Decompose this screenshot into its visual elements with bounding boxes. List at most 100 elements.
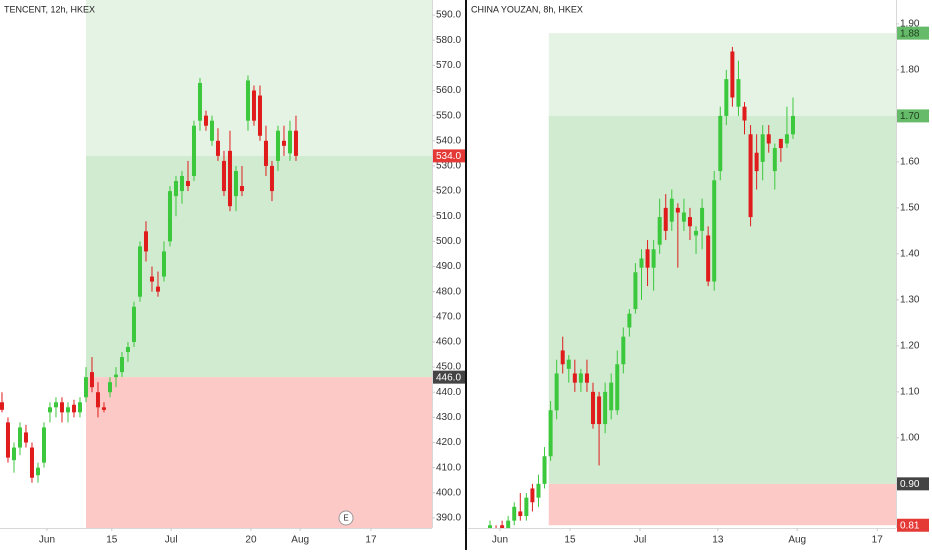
candle-body bbox=[663, 207, 668, 231]
candle-body bbox=[203, 115, 208, 126]
event-marker-label[interactable]: E bbox=[343, 514, 348, 523]
candle-body bbox=[5, 422, 10, 458]
candle-body bbox=[790, 115, 795, 135]
y-tick-label: 500.0 bbox=[436, 236, 461, 247]
price-label: 446.0 bbox=[436, 372, 461, 383]
x-tick-label: 13 bbox=[712, 535, 724, 546]
candle-body bbox=[11, 447, 16, 461]
candle-body bbox=[530, 488, 535, 503]
candle-body bbox=[101, 407, 106, 410]
candle-body bbox=[712, 180, 717, 282]
chart-title: CHINA YOUZAN, 8h, HKEX bbox=[471, 4, 583, 14]
y-tick-label: 540.0 bbox=[436, 135, 461, 146]
y-tick-label: 580.0 bbox=[436, 35, 461, 46]
candle-body bbox=[633, 272, 638, 310]
y-tick-label: 410.0 bbox=[436, 462, 461, 473]
candle-body bbox=[609, 382, 614, 411]
y-tick-label: 470.0 bbox=[436, 311, 461, 322]
candle-body bbox=[694, 230, 699, 236]
x-tick-label: Aug bbox=[788, 535, 806, 546]
candle-body bbox=[718, 115, 723, 172]
candle-body bbox=[542, 456, 547, 484]
plot-area bbox=[0, 0, 432, 528]
y-tick-label: 510.0 bbox=[436, 211, 461, 222]
candle-body bbox=[724, 79, 729, 116]
candle-body bbox=[137, 246, 142, 297]
candle-body bbox=[621, 336, 626, 365]
candle-body bbox=[645, 249, 650, 268]
x-tick-label: Jul bbox=[165, 535, 178, 546]
candle-body bbox=[566, 359, 571, 369]
y-tick-label: 530.0 bbox=[436, 161, 461, 172]
y-tick-label: 390.0 bbox=[436, 513, 461, 524]
candle-body bbox=[173, 181, 178, 197]
candle-body bbox=[584, 373, 589, 383]
y-tick-label: 1.40 bbox=[900, 249, 920, 260]
candle-body bbox=[615, 364, 620, 411]
candle-body bbox=[730, 51, 735, 98]
candle-body bbox=[251, 90, 256, 121]
y-tick-label: 590.0 bbox=[436, 10, 461, 21]
candle-body bbox=[275, 130, 280, 161]
price-label-box bbox=[897, 26, 929, 40]
x-tick-label: 17 bbox=[872, 535, 884, 546]
price-label-box bbox=[433, 149, 465, 163]
candle-body bbox=[548, 410, 553, 457]
candle-body bbox=[131, 306, 136, 342]
candle-body bbox=[572, 373, 577, 383]
candle-body bbox=[95, 392, 100, 408]
candle-body bbox=[687, 217, 692, 227]
price-label: 0.81 bbox=[900, 520, 920, 531]
y-tick-label: 1.20 bbox=[900, 341, 920, 352]
price-label-box bbox=[433, 370, 465, 384]
chart-title: TENCENT, 12h, HKEX bbox=[4, 4, 95, 14]
price-label-box bbox=[897, 477, 929, 491]
y-tick-label: 1.00 bbox=[900, 432, 920, 443]
candle-body bbox=[65, 407, 70, 413]
candle-body bbox=[784, 134, 789, 144]
candle-body bbox=[47, 407, 52, 413]
candle-body bbox=[591, 391, 596, 425]
candle-body bbox=[83, 377, 88, 398]
y-tick-label: 420.0 bbox=[436, 437, 461, 448]
candle-body bbox=[209, 120, 214, 141]
candle-body bbox=[0, 402, 4, 410]
candle-body bbox=[524, 497, 529, 517]
x-tick-label: 17 bbox=[365, 535, 377, 546]
candle-body bbox=[772, 148, 777, 172]
candle-body bbox=[59, 402, 64, 413]
candle-body bbox=[657, 217, 662, 245]
x-tick-label: 20 bbox=[245, 535, 257, 546]
candle-body bbox=[293, 130, 298, 156]
candle-body bbox=[578, 373, 583, 383]
candle-body bbox=[215, 140, 220, 156]
candle-body bbox=[560, 350, 565, 365]
candle-body bbox=[71, 404, 76, 413]
candle-body bbox=[53, 402, 58, 408]
y-tick-label: 1.50 bbox=[900, 203, 920, 214]
y-tick-label: 460.0 bbox=[436, 337, 461, 348]
x-tick-label: Jul bbox=[634, 535, 647, 546]
y-tick-label: 440.0 bbox=[436, 387, 461, 398]
candle-body bbox=[233, 170, 238, 197]
candle-body bbox=[597, 396, 602, 425]
candle-body bbox=[245, 80, 250, 121]
y-tick-label: 430.0 bbox=[436, 412, 461, 423]
x-tick-label: 15 bbox=[106, 535, 118, 546]
candle-body bbox=[518, 511, 523, 517]
candle-body bbox=[263, 140, 268, 166]
candle-body bbox=[197, 82, 202, 121]
candle-body bbox=[760, 134, 765, 162]
candle-body bbox=[29, 447, 34, 478]
event-marker[interactable] bbox=[338, 510, 354, 526]
y-tick-label: 1.10 bbox=[900, 387, 920, 398]
x-tick-label: 15 bbox=[564, 535, 576, 546]
candle-body bbox=[269, 165, 274, 192]
price-label: 1.70 bbox=[900, 111, 920, 122]
candle-body bbox=[221, 160, 226, 192]
zone bbox=[548, 33, 896, 116]
y-tick-label: 490.0 bbox=[436, 261, 461, 272]
candle-body bbox=[155, 286, 160, 292]
